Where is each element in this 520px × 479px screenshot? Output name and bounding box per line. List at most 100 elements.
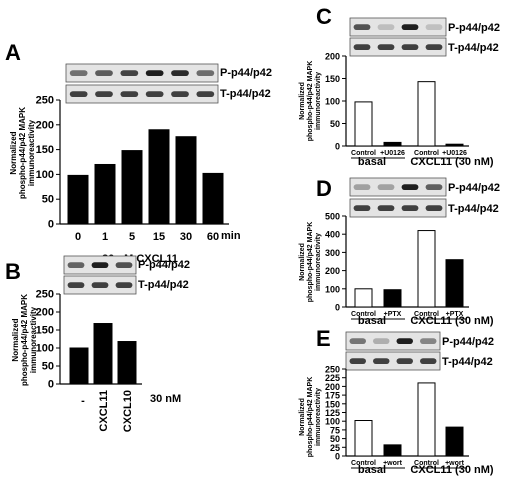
blot-band bbox=[120, 70, 139, 77]
blot-band bbox=[353, 24, 371, 31]
y-axis-title-b: Normalized phospho-p44/p42 MAPK immunore… bbox=[11, 294, 38, 386]
y-tick-label: 0 bbox=[335, 142, 340, 152]
y-axis-title-d: Normalized phospho-p44/p42 MAPK immunore… bbox=[299, 222, 322, 303]
svg-text:phospho-p44/p42 MAPK: phospho-p44/p42 MAPK bbox=[18, 107, 27, 199]
blot-band bbox=[377, 24, 395, 31]
blot-band bbox=[67, 282, 85, 289]
blot-band bbox=[425, 44, 443, 51]
svg-text:immunoreactivity: immunoreactivity bbox=[27, 119, 36, 186]
y-tick-label: 100 bbox=[325, 97, 340, 107]
bar bbox=[67, 174, 89, 225]
blot-band bbox=[425, 184, 443, 191]
blot-band bbox=[69, 91, 88, 98]
blot-band bbox=[377, 44, 395, 51]
blot-band bbox=[425, 205, 443, 212]
x-tick-label: Control bbox=[414, 460, 439, 467]
blot-band bbox=[95, 91, 113, 98]
blot-label-phospho-d: P-p44/p42 bbox=[448, 182, 500, 194]
bar bbox=[94, 163, 116, 225]
blot-band bbox=[396, 358, 413, 365]
y-tick-label: 200 bbox=[325, 52, 340, 62]
x-tick-label: Control bbox=[351, 150, 376, 157]
x-tick-label: - bbox=[81, 395, 85, 407]
blot-label-total-c: T-p44/p42 bbox=[448, 42, 499, 54]
y-tick-label: 250 bbox=[36, 289, 54, 301]
y-tick-label: 125 bbox=[325, 408, 340, 418]
bar bbox=[417, 382, 436, 457]
x-tick-label: CXCL11 bbox=[98, 390, 110, 432]
western-blot-c bbox=[349, 17, 447, 57]
bar bbox=[383, 141, 402, 147]
y-tick-label: 50 bbox=[42, 194, 54, 206]
blot-label-total-a: T-p44/p42 bbox=[220, 88, 271, 100]
svg-text:immunoreactivity: immunoreactivity bbox=[29, 306, 38, 373]
group-label-basal-c: basal bbox=[358, 156, 386, 168]
panel-d: P-p44/p42 T-p44/p42 Normalized phospho-p… bbox=[299, 177, 500, 327]
svg-text:Normalized: Normalized bbox=[299, 82, 306, 120]
y-tick-label: 400 bbox=[325, 230, 340, 240]
y-tick-label: 150 bbox=[36, 325, 54, 337]
panel-letter-e: E bbox=[316, 326, 331, 351]
blot-label-phospho-b: P-p44/p42 bbox=[138, 259, 190, 271]
blot-strip-phospho bbox=[65, 63, 219, 83]
blot-band bbox=[91, 262, 109, 269]
blot-band bbox=[425, 24, 443, 31]
blot-band bbox=[67, 262, 85, 269]
svg-text:immunoreactivity: immunoreactivity bbox=[315, 233, 322, 291]
blot-band bbox=[401, 184, 419, 191]
y-tick-label: 300 bbox=[325, 248, 340, 258]
blot-band bbox=[349, 358, 366, 365]
bar bbox=[93, 323, 113, 385]
x-tick-label: +U0126 bbox=[380, 150, 405, 157]
bar-chart-b: 0 50 100 150 200 250 - CXCL11 CXCL10 bbox=[36, 289, 142, 432]
panel-a: P-p44/p42 T-p44/p42 Normalized phospho-p… bbox=[9, 63, 272, 265]
x-tick-label: +wort bbox=[445, 460, 465, 467]
blot-band bbox=[115, 262, 133, 269]
bar bbox=[383, 444, 402, 457]
blot-band bbox=[120, 91, 139, 98]
x-tick-label: +PTX bbox=[446, 311, 464, 318]
bar bbox=[354, 288, 373, 308]
bar bbox=[354, 420, 373, 457]
x-tick-label: Control bbox=[414, 150, 439, 157]
group-label-cxcl11-d: CXCL11 (30 nM) bbox=[410, 315, 493, 327]
panel-letter-b: B bbox=[5, 259, 21, 284]
svg-text:Normalized: Normalized bbox=[9, 131, 18, 174]
y-tick-label: 50 bbox=[42, 361, 54, 373]
panel-letter-d: D bbox=[316, 176, 332, 201]
blot-strip-total bbox=[65, 84, 219, 104]
bar bbox=[117, 341, 137, 385]
blot-band bbox=[420, 338, 437, 345]
blot-band bbox=[420, 358, 437, 365]
x-tick-label: +U0126 bbox=[442, 150, 467, 157]
y-tick-label: 250 bbox=[36, 95, 54, 107]
x-tick-label: 15 bbox=[153, 231, 165, 243]
western-blot-b bbox=[63, 255, 137, 295]
blot-band bbox=[91, 282, 109, 289]
y-tick-label: 200 bbox=[325, 266, 340, 276]
y-tick-label: 100 bbox=[36, 169, 54, 181]
y-tick-label: 200 bbox=[36, 307, 54, 319]
blot-band bbox=[145, 70, 164, 77]
blot-label-phospho-e: P-p44/p42 bbox=[442, 336, 494, 348]
x-tick-label: Control bbox=[351, 460, 376, 467]
y-tick-label: 150 bbox=[325, 74, 340, 84]
blot-label-total-b: T-p44/p42 bbox=[138, 279, 189, 291]
y-tick-label: 25 bbox=[330, 443, 340, 453]
blot-band bbox=[353, 184, 371, 191]
blot-band bbox=[115, 282, 133, 289]
y-tick-label: 100 bbox=[325, 417, 340, 427]
blot-band bbox=[171, 91, 189, 98]
panel-letter-c: C bbox=[316, 4, 332, 29]
y-axis-title-a: Normalized phospho-p44/p42 MAPK immunore… bbox=[9, 107, 36, 199]
western-blot-d bbox=[349, 177, 447, 218]
blot-strip-total bbox=[349, 37, 447, 57]
group-label-cxcl11-c: CXCL11 (30 nM) bbox=[410, 156, 493, 168]
concentration-label-b: 30 nM bbox=[150, 393, 181, 405]
y-tick-label: 175 bbox=[325, 391, 340, 401]
x-unit-a: min bbox=[221, 230, 241, 242]
blot-label-phospho-c: P-p44/p42 bbox=[448, 22, 500, 34]
blot-band bbox=[373, 358, 390, 365]
x-tick-label: +PTX bbox=[384, 311, 402, 318]
